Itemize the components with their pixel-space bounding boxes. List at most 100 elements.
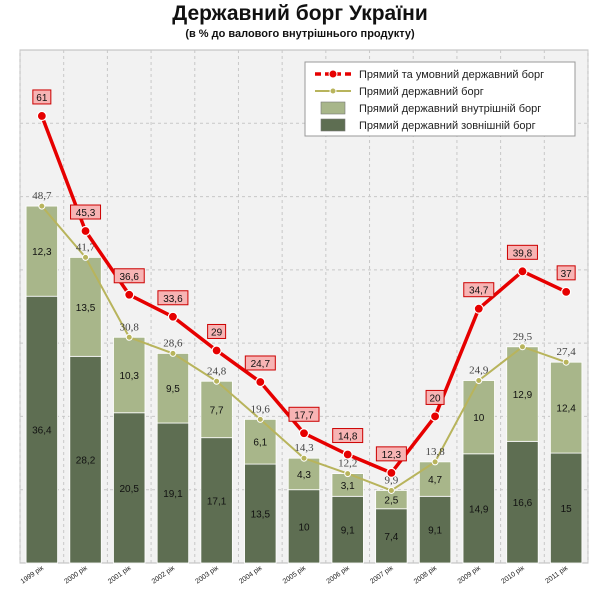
bar: [69, 355, 102, 564]
data-point: [518, 343, 526, 351]
data-label: 39,8: [513, 248, 533, 259]
legend-entry: Прямий державний внутрішній борг: [359, 103, 541, 115]
bar: [244, 418, 277, 465]
data-point: [38, 202, 46, 210]
data-label: 12,2: [338, 458, 357, 470]
bar: [200, 380, 233, 439]
x-tick-label: 2004 рік: [238, 564, 265, 586]
data-point: [36, 110, 47, 122]
bar: [375, 508, 408, 564]
data-label: 30,8: [120, 321, 140, 333]
data-point: [211, 345, 222, 356]
x-tick-label: 2011 рік: [544, 564, 570, 586]
bar-value-label: 7,7: [210, 405, 224, 416]
data-point: [473, 303, 484, 314]
data-label: 24,7: [251, 359, 271, 370]
bar-value-label: 3,1: [341, 481, 355, 492]
bar-value-label: 14,9: [469, 504, 489, 515]
series-external-debt: 36,4 28,2 20,5 19,1 17,1 13,5 10 9,1 7,4 9,1 14,9 1…: [25, 295, 583, 564]
data-point: [387, 486, 395, 494]
x-tick-label: 2001 рік: [106, 564, 133, 586]
bar-value-label: 19,1: [163, 489, 183, 500]
data-label: 41,7: [76, 241, 96, 253]
x-tick-label: 2005 рік: [281, 564, 308, 586]
x-tick-label: 2008 рік: [412, 564, 439, 586]
bar: [25, 205, 58, 297]
data-label: 14,8: [338, 432, 358, 443]
data-label-box: [425, 389, 445, 405]
legend-entry: Прямий державний борг: [359, 86, 484, 98]
data-point: [82, 253, 90, 261]
series-direct-and-guaranteed-debt: 61 45,3 36,6 33,6 29 24,7 17,7 14,8 12,3 20 34,7 39…: [32, 89, 576, 478]
data-point: [169, 349, 177, 357]
series-direct-debt: 48,7 41,7 30,8 28,6 24,8 19,6 14,3 12,2 9,9 13,8 2…: [32, 190, 577, 494]
data-label: 28,6: [163, 337, 183, 349]
bar-value-label: 10,3: [119, 371, 139, 382]
bar-value-label: 36,4: [32, 426, 52, 437]
bar: [506, 440, 539, 564]
data-point: [213, 377, 221, 385]
data-label: 24,8: [207, 365, 227, 377]
bar: [506, 346, 539, 442]
data-point: [298, 428, 310, 439]
bar: [462, 453, 495, 564]
bar-value-label: 13,5: [76, 303, 96, 314]
x-tick-label: 2007 рік: [369, 564, 396, 586]
bar-value-label: 15: [561, 504, 573, 515]
bar: [462, 380, 495, 455]
bar-value-label: 12,4: [556, 404, 576, 415]
bar-value-label: 12,9: [513, 390, 533, 401]
bar-value-label: 10: [298, 522, 310, 533]
data-label-box: [207, 323, 227, 339]
data-label: 17,7: [294, 410, 314, 421]
bar-value-label: 9,1: [341, 526, 355, 537]
data-label-box: [32, 89, 52, 105]
data-label: 27,4: [557, 346, 577, 358]
data-point: [386, 467, 397, 478]
data-label: 45,3: [76, 208, 96, 219]
x-tick-label: 2002 рік: [150, 564, 177, 586]
bar-value-label: 6,1: [253, 438, 267, 449]
bar-value-label: 13,5: [251, 510, 271, 521]
legend-entry: Прямий та умовний державний борг: [359, 69, 544, 81]
bar: [156, 353, 190, 424]
legend: Прямий та умовний державний борг Прямий д…: [304, 61, 576, 137]
data-label-box: [332, 428, 364, 444]
x-axis: 1999 рік 2000 рік 2001 рік 2002 рік 2003 рік…: [19, 564, 570, 586]
data-label-box: [375, 446, 407, 462]
bar: [69, 256, 102, 357]
data-point: [342, 449, 353, 460]
data-label: 61: [36, 93, 48, 104]
data-label-box: [506, 244, 538, 260]
data-point: [475, 377, 483, 385]
bar-value-label: 10: [473, 413, 485, 424]
data-label: 34,7: [469, 286, 489, 297]
bar: [550, 452, 583, 564]
data-point: [124, 289, 135, 300]
data-label: 29,5: [513, 331, 533, 343]
bar: [25, 295, 58, 564]
bar-value-label: 4,7: [428, 475, 442, 486]
data-label-box: [288, 406, 320, 422]
data-label: 33,6: [163, 294, 183, 305]
bar: [550, 361, 583, 454]
bar: [244, 463, 277, 564]
data-label-box: [70, 204, 102, 220]
chart-subtitle: (в % до валового внутрішнього продукту): [185, 28, 415, 40]
bar-value-label: 28,2: [76, 456, 96, 467]
x-tick-label: 2010 рік: [500, 564, 527, 586]
data-point: [167, 311, 179, 322]
data-label-box: [113, 268, 145, 284]
bar-value-label: 9,1: [428, 526, 442, 537]
data-label: 9,9: [385, 474, 399, 486]
data-point: [431, 458, 439, 466]
data-point: [562, 358, 570, 366]
data-label: 48,7: [32, 190, 52, 202]
legend-swatch: [320, 118, 346, 132]
data-label: 24,9: [469, 365, 489, 377]
legend-entry: Прямий державний зовнішній борг: [359, 120, 536, 132]
data-label: 36,6: [119, 272, 139, 283]
data-label: 20: [430, 393, 442, 404]
data-label: 37: [561, 269, 573, 280]
